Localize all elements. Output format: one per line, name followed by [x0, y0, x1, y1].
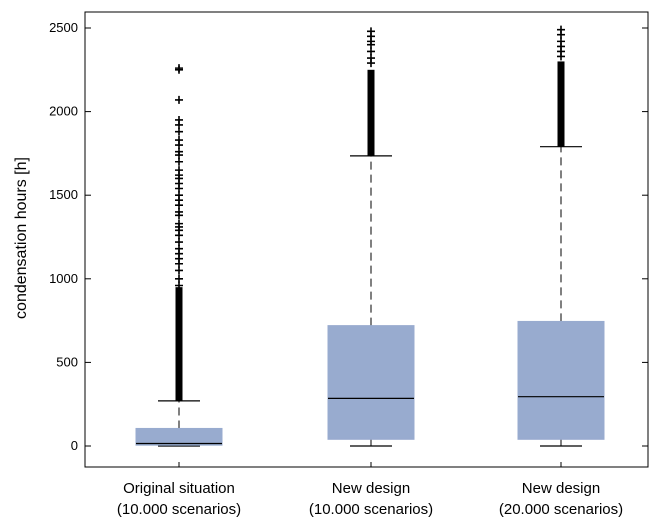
y-axis-label: condensation hours [h]: [13, 157, 30, 319]
outlier-marker: [175, 136, 183, 144]
box-iqr: [518, 321, 604, 439]
outlier-marker: [175, 116, 183, 124]
x-category-label: New design: [522, 480, 600, 497]
outlier-cluster: [558, 61, 565, 146]
outlier-marker: [175, 96, 183, 104]
box-group: [518, 26, 604, 446]
y-tick-label: 2000: [49, 104, 78, 119]
outlier-cluster: [176, 287, 183, 401]
outlier-cluster: [368, 70, 375, 156]
outlier-marker: [175, 64, 183, 72]
box-iqr: [328, 326, 414, 440]
y-tick-label: 0: [71, 438, 78, 453]
y-tick-label: 1500: [49, 187, 78, 202]
boxes-layer: [136, 26, 604, 446]
x-category-label: New design: [332, 480, 410, 497]
box-group: [136, 64, 222, 446]
x-category-label: (10.000 scenarios): [117, 501, 241, 518]
outlier-marker: [557, 26, 565, 34]
outlier-marker: [367, 27, 375, 35]
outlier-marker: [175, 166, 183, 174]
y-tick-label: 2500: [49, 20, 78, 35]
x-category-label: (20.000 scenarios): [499, 501, 623, 518]
x-axis-labels: Original situation (10.000 scenarios) New …: [117, 462, 623, 518]
outlier-marker: [175, 275, 183, 283]
y-tick-label: 500: [56, 354, 78, 369]
y-tick-label: 1000: [49, 271, 78, 286]
x-category-label: Original situation: [123, 480, 235, 497]
x-category-label: (10.000 scenarios): [309, 501, 433, 518]
box-iqr: [136, 428, 222, 445]
box-group: [328, 27, 414, 446]
